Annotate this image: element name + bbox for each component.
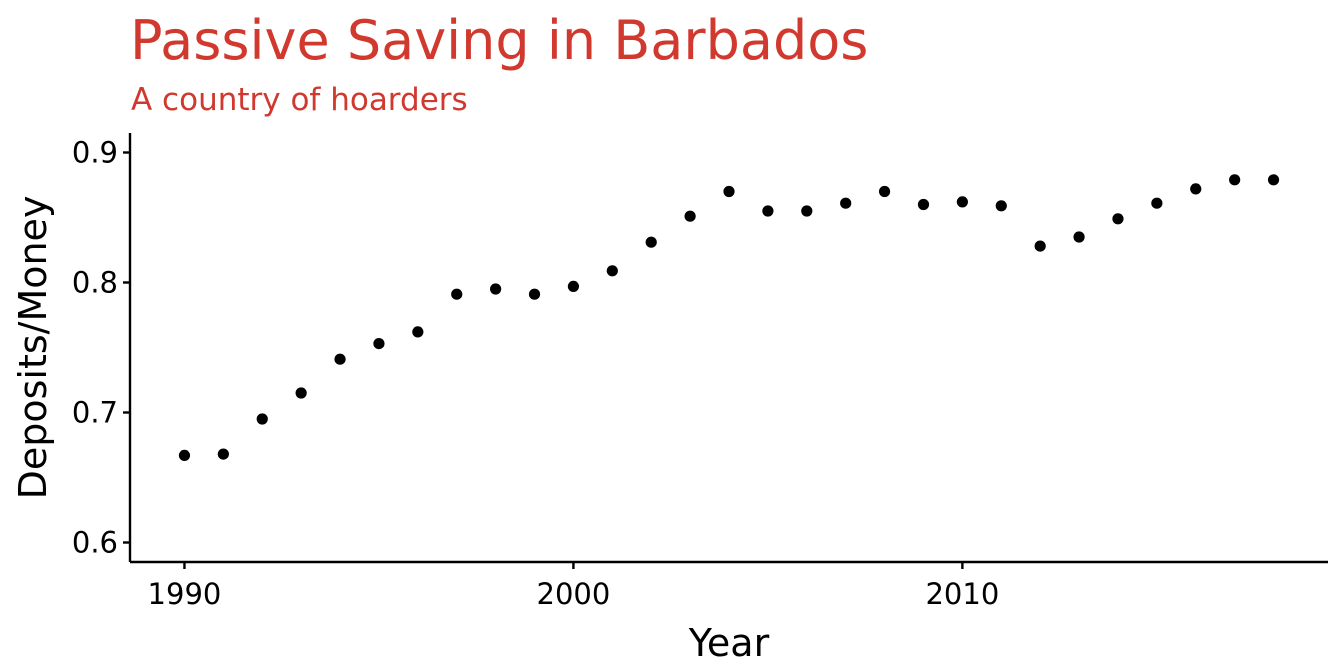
chart-subtitle: A country of hoarders <box>131 82 468 118</box>
data-point <box>1190 183 1202 195</box>
data-point <box>723 185 735 198</box>
data-point <box>878 185 891 198</box>
data-point <box>956 196 968 208</box>
data-point <box>1073 231 1085 243</box>
data-point <box>1034 240 1046 252</box>
data-point <box>490 283 502 295</box>
x-tick-label: 2000 <box>537 577 611 611</box>
data-point <box>840 197 852 209</box>
data-point <box>373 338 385 350</box>
x-tick-label: 2010 <box>925 577 999 611</box>
data-point <box>412 326 424 338</box>
data-point <box>645 236 657 248</box>
data-point <box>1267 174 1280 186</box>
data-point <box>684 210 696 222</box>
data-points <box>178 174 1280 461</box>
data-point <box>295 387 307 399</box>
y-tick-label: 0.6 <box>72 526 118 560</box>
data-point <box>217 448 229 460</box>
data-point <box>334 353 346 365</box>
chart-title: Passive Saving in Barbados <box>130 9 869 72</box>
y-axis-title: Deposits/Money <box>11 196 55 500</box>
x-axis-title: Year <box>688 621 770 665</box>
data-point <box>1112 213 1124 225</box>
y-tick-label: 0.7 <box>72 396 118 430</box>
data-point <box>801 205 813 217</box>
data-point <box>917 198 930 211</box>
data-point <box>762 205 774 217</box>
data-point <box>995 200 1007 212</box>
y-axis-ticks: 0.6 0.7 0.8 0.9 <box>72 136 130 560</box>
y-tick-label: 0.8 <box>72 266 118 300</box>
data-point <box>256 413 268 425</box>
data-point <box>567 280 580 292</box>
x-tick-label: 1990 <box>148 577 222 611</box>
data-point <box>178 449 191 461</box>
data-point <box>451 288 463 300</box>
x-axis-ticks: 1990 2000 2010 <box>148 562 999 611</box>
y-tick-label: 0.9 <box>72 136 118 170</box>
data-point <box>606 265 618 277</box>
data-point <box>1151 197 1163 209</box>
data-point <box>528 288 541 300</box>
data-point <box>1229 174 1241 186</box>
